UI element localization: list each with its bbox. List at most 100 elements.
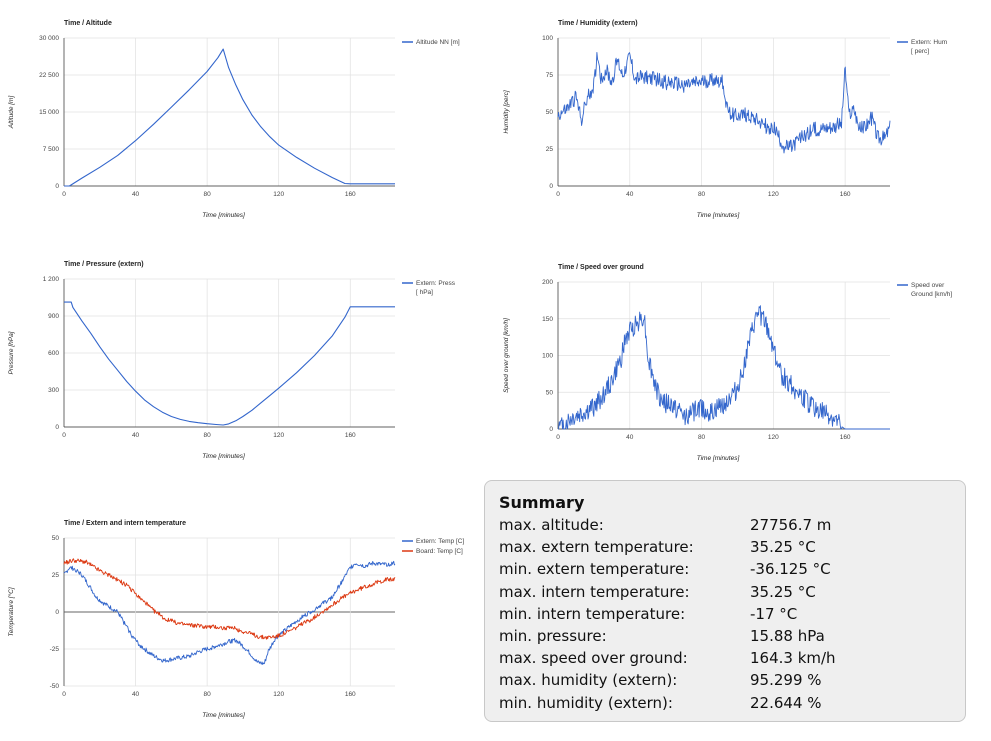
series-line: [558, 305, 890, 430]
summary-value: -36.125 °C: [750, 560, 831, 579]
y-tick-label: 75: [546, 72, 554, 79]
summary-label: min. humidity (extern):: [499, 693, 673, 712]
y-tick-label: 25: [546, 146, 554, 153]
x-tick-label: 160: [345, 691, 356, 698]
legend-label-line: [ perc]: [911, 48, 929, 55]
y-tick-label: 7 500: [43, 146, 60, 153]
y-tick-label: 0: [55, 609, 59, 616]
x-tick-label: 40: [132, 432, 140, 439]
summary-row: max. extern temperature: 35.25 °C: [499, 536, 951, 558]
x-tick-label: 160: [345, 191, 356, 198]
chart-title: Time / Speed over ground: [558, 264, 644, 271]
y-tick-label: 1 200: [43, 276, 60, 283]
summary-label: max. altitude:: [499, 516, 604, 534]
x-axis-label: Time [minutes]: [202, 453, 245, 460]
x-tick-label: 0: [556, 191, 560, 198]
y-tick-label: 100: [542, 35, 553, 42]
summary-value: -17 °C: [750, 604, 798, 623]
x-tick-label: 0: [62, 432, 66, 439]
speed-chart: Time / Speed over ground 0 50 100 150 200 0 40 8…: [503, 264, 952, 462]
chart-title: Time / Altitude: [64, 20, 112, 27]
summary-value: 22.644 %: [750, 693, 822, 712]
summary-row: max. humidity (extern): 95.299 %: [499, 669, 951, 691]
y-tick-label: 0: [55, 424, 59, 431]
summary-label: max. extern temperature:: [499, 538, 694, 557]
chart-title: Time / Pressure (extern): [64, 261, 144, 268]
legend-label-line: [ hPa]: [416, 289, 433, 296]
series-line: [64, 48, 395, 187]
summary-row: min. intern temperature: -17 °C: [499, 603, 951, 625]
x-tick-label: 80: [698, 434, 706, 441]
series-line: [64, 301, 395, 426]
summary-row: min. extern temperature: -36.125 °C: [499, 558, 951, 580]
x-axis-label: Time [minutes]: [202, 712, 245, 719]
x-tick-label: 40: [626, 191, 634, 198]
y-tick-label: 50: [546, 389, 554, 396]
legend-label: Extern: Temp [C]: [416, 538, 464, 545]
summary-row: max. altitude: 27756.7 m: [499, 514, 951, 536]
y-axis-label: Speed over ground [km/h]: [503, 318, 510, 393]
x-tick-label: 80: [204, 691, 212, 698]
temperature-chart: Time / Extern and intern temperature -50 -…: [7, 520, 464, 719]
summary-row: max. intern temperature: 35.25 °C: [499, 581, 951, 603]
summary-label: max. speed over ground:: [499, 649, 688, 668]
humidity-chart: Time / Humidity (extern) 0 25 50 75 100 0 40 80 1…: [503, 20, 947, 219]
y-tick-label: 200: [542, 279, 553, 286]
summary-label: min. intern temperature:: [499, 604, 686, 623]
summary-row: max. speed over ground: 164.3 km/h: [499, 647, 951, 669]
y-tick-label: 0: [55, 183, 59, 190]
x-tick-label: 80: [204, 432, 212, 439]
y-axis-label: Temperature [°C]: [7, 587, 15, 637]
summary-value: 35.25 °C: [750, 538, 816, 557]
x-tick-label: 80: [204, 191, 212, 198]
y-tick-label: -25: [50, 646, 60, 653]
summary-value: 95.299 %: [750, 671, 822, 690]
x-tick-label: 160: [345, 432, 356, 439]
summary-label: min. extern temperature:: [499, 560, 690, 579]
x-axis-label: Time [minutes]: [697, 212, 740, 219]
x-tick-label: 160: [840, 434, 851, 441]
series-line: [63, 558, 396, 640]
legend-label-line: Extern: Hum: [911, 39, 947, 46]
x-tick-label: 120: [273, 191, 284, 198]
chart-title: Time / Humidity (extern): [558, 20, 638, 27]
y-tick-label: 0: [549, 183, 553, 190]
y-tick-label: 25: [52, 572, 60, 579]
summary-value: 27756.7 m: [750, 516, 832, 534]
summary-row: min. pressure: 15.88 hPa: [499, 625, 951, 647]
altitude-chart: Time / Altitude 0 7 500 15 000 22 500 30 000 0…: [8, 20, 460, 219]
summary-value: 35.25 °C: [750, 582, 816, 601]
y-axis-label: Pressure [hPa]: [8, 331, 15, 374]
y-tick-label: 900: [48, 313, 59, 320]
summary-title: Summary: [499, 493, 585, 512]
summary-table: max. altitude: 27756.7 m max. extern temp…: [499, 514, 951, 714]
y-tick-label: 300: [48, 387, 59, 394]
x-tick-label: 40: [626, 434, 634, 441]
y-tick-label: 50: [52, 535, 60, 542]
series-line: [557, 51, 891, 154]
legend-label-line: Speed over: [911, 282, 945, 289]
x-tick-label: 120: [768, 434, 779, 441]
x-tick-label: 120: [273, 432, 284, 439]
legend-label-line: Ground [km/h]: [911, 291, 952, 298]
legend-label: Extern: Press [ hPa]: [416, 280, 456, 296]
x-tick-label: 40: [132, 691, 140, 698]
summary-value: 15.88 hPa: [750, 627, 825, 646]
summary-label: min. pressure:: [499, 627, 607, 646]
y-tick-label: 100: [542, 353, 553, 360]
chart-title: Time / Extern and intern temperature: [64, 520, 186, 527]
summary-row: min. humidity (extern): 22.644 %: [499, 692, 951, 714]
legend-label-line: Extern: Press: [416, 280, 456, 287]
y-axis-label: Humidity [perc]: [503, 90, 510, 134]
y-tick-label: 150: [542, 316, 553, 323]
y-tick-label: 0: [549, 426, 553, 433]
legend-label: Board: Temp [C]: [416, 548, 463, 555]
x-axis-label: Time [minutes]: [202, 212, 245, 219]
x-tick-label: 0: [556, 434, 560, 441]
x-tick-label: 160: [840, 191, 851, 198]
legend-label: Speed over Ground [km/h]: [911, 282, 952, 298]
y-tick-label: 50: [546, 109, 554, 116]
x-tick-label: 0: [62, 191, 66, 198]
x-tick-label: 80: [698, 191, 706, 198]
y-tick-label: 22 500: [39, 72, 59, 79]
